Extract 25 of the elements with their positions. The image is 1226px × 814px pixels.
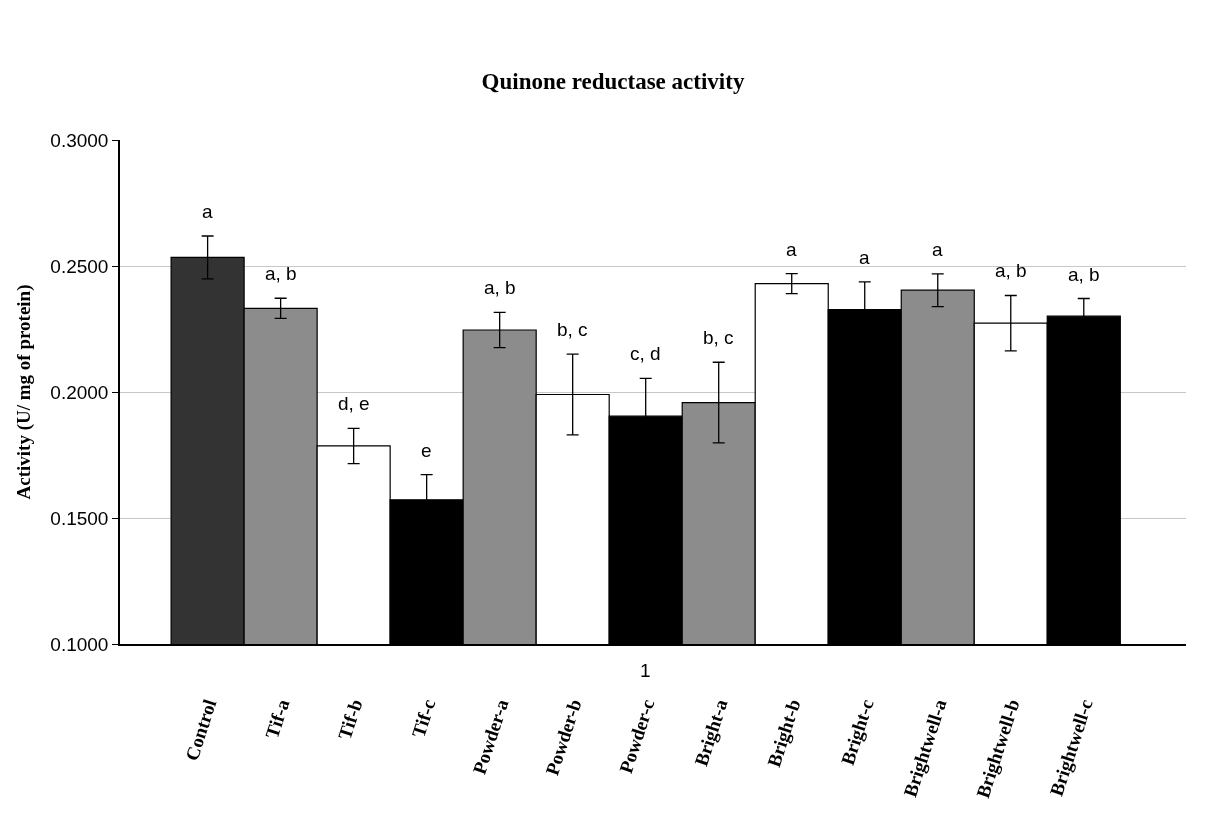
x-tick-label: Tif-a: [261, 696, 294, 742]
annotation: a: [202, 201, 213, 222]
annotation: b, c: [703, 327, 734, 348]
x-tick-label: Control: [181, 696, 221, 764]
y-tick-label: 0.1500: [50, 507, 109, 529]
annotation: a: [786, 239, 797, 260]
annotation: c, d: [630, 343, 661, 364]
annotation: a: [932, 239, 943, 260]
y-tick-label: 0.3000: [50, 129, 109, 151]
annotation: a: [859, 247, 870, 268]
annotation: b, c: [557, 319, 588, 340]
annotation: e: [421, 440, 432, 461]
y-axis-title: Activity (U/ mg of protein): [12, 284, 35, 500]
x-tick-label: Tif-b: [333, 696, 367, 743]
y-tick-label: 0.1000: [50, 633, 109, 655]
chart-title: Quinone reductase activity: [481, 69, 745, 95]
annotation: a, b: [995, 260, 1027, 281]
y-tick-label: 0.2000: [50, 381, 109, 403]
annotation: d, e: [338, 393, 370, 414]
annotation: a, b: [265, 263, 297, 284]
annotation: a, b: [484, 277, 516, 298]
annotation: a, b: [1068, 264, 1100, 285]
x-tick-label: Tif-c: [407, 696, 440, 741]
y-tick-label: 0.2500: [50, 255, 109, 277]
x-axis-title: 1: [640, 660, 651, 681]
